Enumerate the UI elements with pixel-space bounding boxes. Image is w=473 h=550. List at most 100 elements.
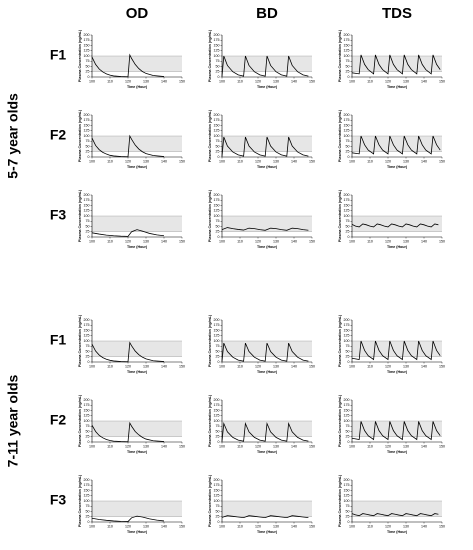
- y-tick-label: 200: [344, 478, 350, 482]
- x-tick-label: 130: [273, 364, 279, 368]
- y-tick-label: 150: [214, 488, 220, 492]
- data-line: [91, 515, 165, 522]
- y-tick-label: 75: [216, 344, 220, 348]
- y-tick-label: 75: [216, 59, 220, 63]
- x-tick-label: 100: [349, 159, 355, 163]
- y-tick-label: 100: [84, 134, 90, 138]
- y-tick-label: 0: [88, 155, 90, 159]
- y-tick-label: 125: [84, 209, 90, 213]
- y-tick-label: 125: [84, 49, 90, 53]
- target-band: [92, 216, 182, 232]
- x-tick-label: 140: [161, 239, 167, 243]
- x-axis-label: Time (Hour): [387, 245, 408, 249]
- row-label: F2: [50, 127, 67, 143]
- y-tick-label: 125: [214, 494, 220, 498]
- x-tick-label: 150: [309, 524, 315, 528]
- x-tick-label: 120: [255, 524, 261, 528]
- y-tick-label: 50: [86, 429, 90, 433]
- x-tick-label: 140: [161, 524, 167, 528]
- y-tick-label: 75: [346, 344, 350, 348]
- y-axis-label: Plasma Concentration (ng/mL): [208, 189, 212, 242]
- y-tick-label: 100: [344, 214, 350, 218]
- y-tick-label: 125: [84, 129, 90, 133]
- y-tick-label: 50: [86, 509, 90, 513]
- x-tick-label: 120: [125, 444, 131, 448]
- x-tick-label: 100: [89, 444, 95, 448]
- data-line: [91, 229, 165, 237]
- data-line: [91, 134, 165, 158]
- data-line: [91, 421, 165, 443]
- x-axis-label: Time (Hour): [257, 530, 278, 534]
- y-tick-label: 175: [344, 38, 350, 42]
- x-tick-label: 140: [291, 364, 297, 368]
- x-tick-label: 110: [237, 79, 243, 83]
- y-tick-label: 25: [216, 150, 220, 154]
- x-tick-label: 100: [219, 239, 225, 243]
- target-band: [92, 421, 182, 437]
- y-tick-label: 125: [344, 129, 350, 133]
- x-tick-label: 150: [309, 444, 315, 448]
- y-axis-label: Plasma Concentration (ng/mL): [78, 29, 82, 82]
- row-label: F3: [50, 492, 67, 508]
- y-axis-label: Plasma Concentration (ng/mL): [338, 394, 342, 447]
- y-tick-label: 200: [214, 318, 220, 322]
- y-tick-label: 75: [216, 219, 220, 223]
- x-tick-label: 140: [421, 524, 427, 528]
- y-tick-label: 150: [344, 203, 350, 207]
- x-tick-label: 140: [291, 239, 297, 243]
- y-tick-label: 125: [344, 414, 350, 418]
- data-line: [221, 421, 309, 442]
- y-tick-label: 150: [344, 123, 350, 127]
- y-tick-label: 0: [218, 155, 220, 159]
- x-tick-label: 120: [255, 364, 261, 368]
- y-axis-label: Plasma Concentration (ng/mL): [338, 109, 342, 162]
- x-tick-label: 110: [107, 444, 113, 448]
- x-tick-label: 150: [179, 239, 185, 243]
- y-tick-label: 50: [216, 144, 220, 148]
- row-label: F3: [50, 207, 67, 223]
- x-tick-label: 140: [161, 364, 167, 368]
- y-tick-label: 150: [214, 328, 220, 332]
- y-axis-label: Plasma Concentration (ng/mL): [78, 394, 82, 447]
- y-tick-label: 175: [84, 198, 90, 202]
- y-tick-label: 25: [86, 515, 90, 519]
- y-tick-label: 75: [346, 219, 350, 223]
- x-tick-label: 150: [309, 364, 315, 368]
- y-tick-label: 25: [346, 435, 350, 439]
- y-tick-label: 200: [84, 318, 90, 322]
- x-tick-label: 140: [421, 159, 427, 163]
- x-tick-label: 120: [255, 159, 261, 163]
- y-tick-label: 100: [214, 134, 220, 138]
- y-tick-label: 0: [88, 75, 90, 79]
- x-axis-label: Time (Hour): [127, 370, 148, 374]
- y-tick-label: 150: [214, 123, 220, 127]
- y-tick-label: 25: [216, 435, 220, 439]
- y-tick-label: 50: [86, 64, 90, 68]
- y-tick-label: 50: [86, 224, 90, 228]
- y-tick-label: 125: [344, 334, 350, 338]
- target-band: [352, 216, 442, 232]
- y-tick-label: 25: [346, 70, 350, 74]
- y-tick-label: 75: [86, 344, 90, 348]
- data-line: [221, 136, 309, 157]
- x-tick-label: 130: [273, 159, 279, 163]
- y-tick-label: 200: [84, 113, 90, 117]
- x-tick-label: 110: [367, 364, 373, 368]
- x-tick-label: 130: [273, 524, 279, 528]
- x-tick-label: 150: [439, 79, 445, 83]
- y-tick-label: 200: [214, 33, 220, 37]
- y-tick-label: 25: [346, 355, 350, 359]
- x-tick-label: 110: [237, 159, 243, 163]
- data-line: [351, 513, 439, 517]
- y-tick-label: 150: [84, 408, 90, 412]
- x-tick-label: 140: [291, 79, 297, 83]
- x-tick-label: 130: [273, 79, 279, 83]
- x-axis-label: Time (Hour): [387, 530, 408, 534]
- x-tick-label: 110: [107, 159, 113, 163]
- y-tick-label: 0: [348, 235, 350, 239]
